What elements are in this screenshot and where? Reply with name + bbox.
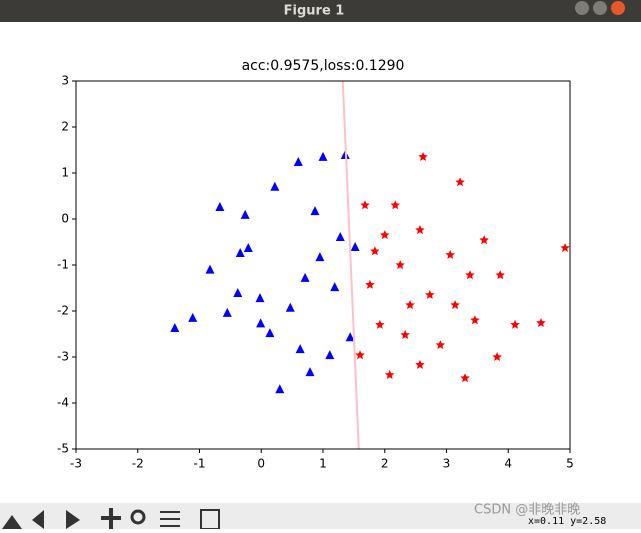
triangle-point xyxy=(335,231,345,241)
title-bar xyxy=(0,0,641,22)
x-tick-label: -1 xyxy=(194,457,206,471)
triangle-point xyxy=(215,202,225,212)
star-point xyxy=(536,318,546,327)
star-point xyxy=(418,151,428,161)
star-point xyxy=(492,352,502,361)
star-point xyxy=(395,260,405,269)
x-tick-label: 2 xyxy=(381,457,389,471)
triangle-point xyxy=(315,252,325,262)
y-tick-label: 2 xyxy=(61,120,69,134)
axes-frame xyxy=(75,80,571,450)
y-tick-label: 1 xyxy=(61,166,69,180)
star-point xyxy=(560,243,570,252)
x-tick-label: 0 xyxy=(257,457,265,471)
x-tick-label: 3 xyxy=(443,457,451,471)
triangle-point xyxy=(188,312,198,322)
triangle-point xyxy=(345,332,355,342)
triangle-point xyxy=(265,328,275,338)
star-point xyxy=(384,369,395,379)
y-tick-label: -3 xyxy=(57,350,69,364)
star-point xyxy=(445,249,455,259)
minimize-button[interactable] xyxy=(575,1,589,15)
x-tick-label: -2 xyxy=(132,457,144,471)
star-point xyxy=(365,279,375,289)
toolbar-icons xyxy=(2,508,220,530)
triangle-point xyxy=(330,282,340,292)
triangle-point xyxy=(270,181,280,191)
triangle-point xyxy=(295,344,305,354)
star-point xyxy=(415,225,425,235)
star-point xyxy=(405,300,415,310)
triangle-point xyxy=(240,209,250,219)
star-point xyxy=(465,270,475,280)
y-tick-label: 3 xyxy=(61,74,69,88)
chart-title: acc:0.9575,loss:0.1290 xyxy=(242,58,405,74)
x-tick-label: 5 xyxy=(566,457,574,471)
triangle-point xyxy=(243,242,253,252)
star-point xyxy=(390,200,400,210)
y-tick-label: -4 xyxy=(57,396,69,410)
home-button[interactable] xyxy=(2,515,22,529)
triangle-point xyxy=(325,350,335,360)
star-point xyxy=(460,373,470,383)
triangle-point xyxy=(305,367,315,377)
star-point xyxy=(355,350,365,360)
triangle-point xyxy=(256,318,266,328)
triangle-point xyxy=(300,272,310,282)
x-tick-label: 4 xyxy=(504,457,512,471)
star-point xyxy=(415,359,425,369)
triangle-point xyxy=(285,302,295,312)
triangle-point xyxy=(205,264,215,274)
plot-area xyxy=(76,81,570,449)
y-tick-label: 0 xyxy=(61,212,69,226)
star-point xyxy=(400,329,410,339)
triangle-point xyxy=(170,323,180,333)
x-tick-label: 1 xyxy=(319,457,327,471)
zoom-button[interactable] xyxy=(130,509,146,525)
star-point xyxy=(380,230,390,240)
cursor-coords: x=0.11 y=2.58 xyxy=(528,516,606,527)
triangle-point xyxy=(275,384,285,394)
triangle-point xyxy=(235,248,245,258)
close-button[interactable] xyxy=(611,1,625,15)
y-tick-label: -2 xyxy=(57,304,69,318)
pan-button[interactable] xyxy=(101,508,121,529)
star-point xyxy=(470,315,480,325)
y-tick-label: -1 xyxy=(57,258,69,272)
maximize-button[interactable] xyxy=(593,1,607,15)
watermark: CSDN @非晚非晚 xyxy=(474,503,580,518)
x-tick-label: -3 xyxy=(70,457,82,471)
star-point xyxy=(450,300,460,310)
back-button[interactable] xyxy=(32,510,44,529)
triangle-point xyxy=(318,151,328,161)
triangle-point xyxy=(350,242,360,252)
triangle-point xyxy=(310,206,320,216)
star-point xyxy=(360,200,370,210)
star-point xyxy=(479,235,489,245)
triangle-point xyxy=(233,288,243,298)
forward-button[interactable] xyxy=(66,510,80,529)
star-point xyxy=(425,289,435,299)
star-point xyxy=(370,246,380,256)
y-tick-label: -5 xyxy=(57,442,69,456)
window-title: Figure 1 xyxy=(284,4,345,19)
star-point xyxy=(495,270,505,280)
boundary-line xyxy=(341,80,360,450)
star-point xyxy=(435,340,446,350)
star-point xyxy=(375,319,385,329)
triangle-point xyxy=(255,293,265,303)
star-point xyxy=(455,177,465,187)
star-point xyxy=(510,319,520,329)
triangle-point xyxy=(222,307,232,317)
configure-button[interactable] xyxy=(160,511,180,527)
triangle-point xyxy=(293,156,303,166)
